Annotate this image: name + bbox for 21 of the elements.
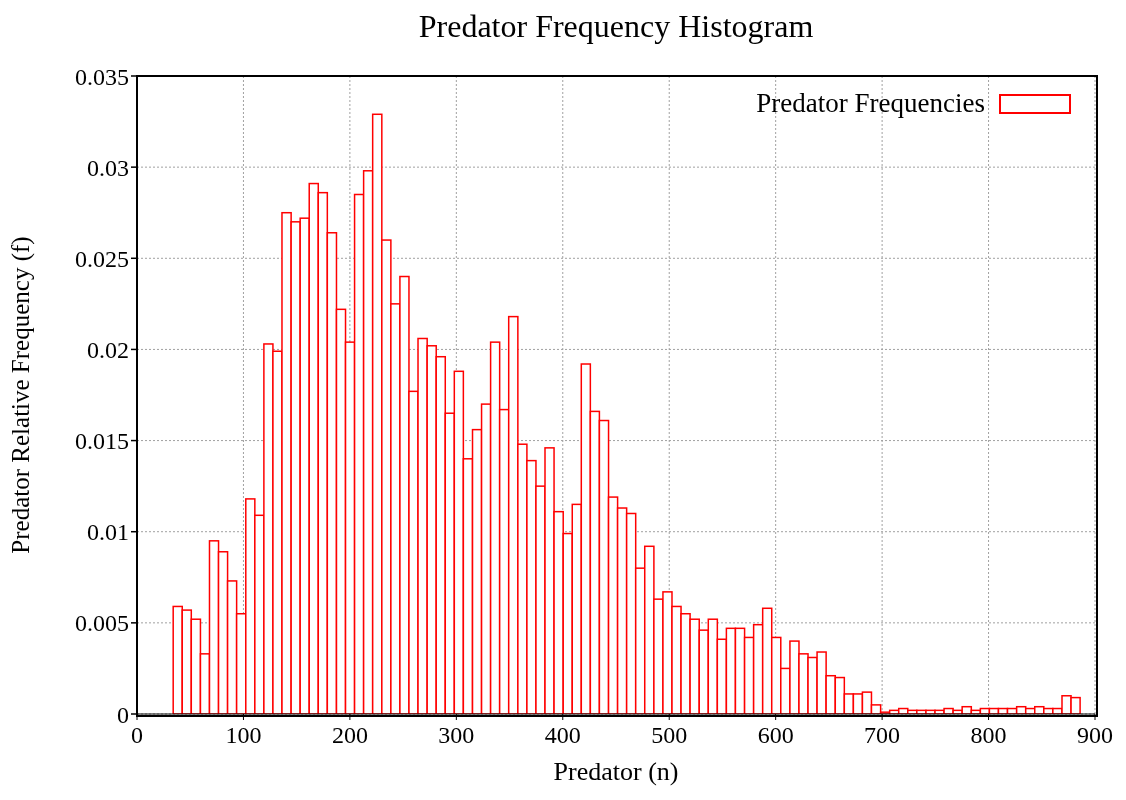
x-tick-label: 200 bbox=[331, 722, 368, 749]
y-tick-label: 0 bbox=[117, 701, 129, 728]
x-tick-label: 900 bbox=[1077, 722, 1113, 749]
x-tick-label: 400 bbox=[544, 722, 581, 749]
x-axis-title: Predator (n) bbox=[553, 757, 679, 786]
y-tick-label: 0.035 bbox=[75, 63, 129, 90]
x-tick-label: 700 bbox=[864, 722, 901, 749]
x-tick-label: 800 bbox=[970, 722, 1007, 749]
legend-label: Predator Frequencies bbox=[756, 88, 985, 119]
y-tick-label: 0.015 bbox=[75, 428, 129, 455]
y-tick-label: 0.03 bbox=[87, 154, 129, 181]
y-tick-label: 0.025 bbox=[75, 245, 129, 272]
y-tick-label: 0.01 bbox=[87, 519, 129, 546]
x-tick-label: 600 bbox=[757, 722, 794, 749]
chart-title: Predator Frequency Histogram bbox=[417, 8, 815, 45]
y-tick-label: 0.005 bbox=[75, 610, 129, 637]
x-tick-label: 100 bbox=[225, 722, 262, 749]
x-tick-label: 500 bbox=[651, 722, 688, 749]
y-axis-title: Predator Relative Frequency (f) bbox=[6, 236, 35, 554]
x-tick-label: 300 bbox=[438, 722, 475, 749]
y-tick-label: 0.02 bbox=[87, 336, 129, 363]
